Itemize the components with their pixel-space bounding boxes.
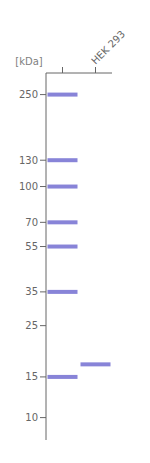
svg-text:55: 55 — [25, 241, 38, 252]
svg-text:[kDa]: [kDa] — [15, 56, 43, 67]
svg-text:HEK 293: HEK 293 — [89, 28, 127, 66]
svg-text:100: 100 — [19, 181, 38, 192]
svg-text:35: 35 — [25, 286, 38, 297]
svg-text:130: 130 — [19, 155, 38, 166]
svg-text:15: 15 — [25, 371, 38, 382]
svg-text:250: 250 — [19, 89, 38, 100]
svg-text:70: 70 — [25, 217, 38, 228]
svg-text:25: 25 — [25, 320, 38, 331]
svg-text:10: 10 — [25, 412, 38, 423]
